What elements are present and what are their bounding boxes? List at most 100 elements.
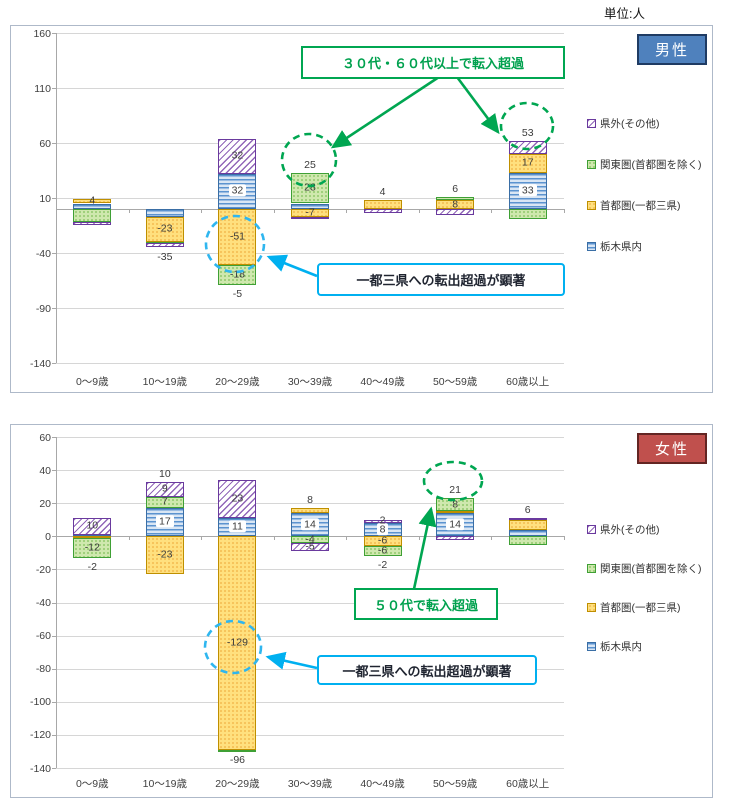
bar-segment-shutoken: 4 (73, 195, 112, 206)
bar-segment-shutoken (363, 200, 402, 209)
x-category-label: 60歳以上 (506, 778, 550, 790)
data-label-text: 14 (301, 517, 319, 530)
bar-segment-shutoken (508, 519, 547, 530)
total-label: -5 (232, 287, 243, 300)
y-tick-label: 20 (39, 497, 51, 510)
bar-segment-kengai (508, 140, 547, 154)
bar-segment-kanto: -4 (291, 533, 329, 544)
data-label-text: 33 (518, 184, 537, 197)
bar-segment-kengai: 2 (363, 515, 402, 526)
bar-segment-tochigi: 11 (218, 518, 257, 537)
bar-segment-shutoken: -23 (145, 536, 184, 575)
gridline--90 (56, 308, 564, 309)
total-label: 21 (449, 484, 461, 497)
data-label: -18 (213, 269, 261, 280)
y-tick-mark (52, 308, 56, 309)
y-tick-label: -120 (29, 729, 51, 742)
x-tick-mark (273, 536, 275, 541)
data-label: 11 (213, 520, 261, 533)
male-blue-callout: 一都三県への転出超過が顕著 (317, 263, 565, 296)
bar-segment-tochigi: 8 (363, 522, 402, 537)
data-label-text: 23 (231, 492, 244, 505)
y-tick-mark (52, 602, 56, 604)
x-tick-mark (273, 209, 275, 213)
data-label-text: -7 (305, 206, 315, 219)
bar-segment-kengai (291, 216, 329, 219)
x-category-label: 20〜29歳 (215, 376, 260, 388)
data-label: 2 (359, 514, 407, 527)
male-green-callout-text: ３０代・６０代以上で転入超過 (341, 56, 524, 71)
y-tick-mark (52, 569, 56, 571)
y-tick-mark (52, 198, 56, 199)
bar-segment-kengai (145, 243, 184, 248)
bar-segment-kengai: 9 (145, 481, 184, 497)
legend-label: 関東圏(首都圏を除く) (600, 563, 702, 575)
chart-female: 60 40 20 0 -20 -40 -60 -80 -100 -120 -140 0〜9歳 10〜19… (10, 424, 713, 798)
data-label-text: -18 (229, 268, 246, 281)
y-tick-mark (52, 734, 56, 736)
bar-segment-kanto: -6 (363, 545, 402, 557)
data-label-text: 9 (161, 482, 168, 495)
x-category-label: 10〜19歳 (142, 376, 188, 388)
data-label-text: 8 (452, 498, 459, 511)
data-label: -4 (286, 532, 334, 545)
bar-segment-tochigi (145, 209, 184, 217)
x-tick-mark (418, 209, 420, 213)
x-tick-mark (346, 536, 348, 541)
data-label: 23 (213, 493, 261, 504)
data-label-text: 28 (304, 181, 316, 194)
data-label-text: 2 (379, 514, 386, 527)
gridline--140 (56, 363, 564, 364)
data-label-text: 32 (228, 184, 247, 197)
data-label-text: 32 (231, 149, 244, 162)
bar-segment-kengai: 10 (73, 518, 112, 535)
y-tick-label: -140 (29, 357, 51, 370)
data-label: 9 (141, 483, 189, 494)
legend-item-shutoken: 首都圏(一都三県) (587, 600, 702, 615)
data-label: 4 (68, 195, 116, 207)
bar-segment-shutoken: -51 (218, 209, 257, 266)
bar-segment-kengai (436, 209, 475, 215)
y-tick-mark (52, 668, 56, 670)
x-tick-mark (491, 536, 493, 541)
data-label: 8 (359, 522, 407, 535)
bar-segment-tochigi (508, 529, 547, 537)
bar-segment-shutoken: -6 (363, 535, 402, 547)
data-label-text: 7 (161, 495, 168, 508)
data-label: 32 (213, 184, 261, 197)
data-label: -129 (213, 637, 261, 648)
bar-segment-kengai (73, 222, 112, 226)
data-label: 17 (504, 157, 552, 169)
x-tick-mark (56, 209, 57, 213)
shutoken-swatch (587, 201, 596, 210)
x-category-label: 0〜9歳 (75, 376, 109, 388)
y-tick-mark (52, 33, 56, 34)
bar-segment-shutoken: -7 (291, 207, 329, 218)
chart-male: 160 110 60 10 -40 -90 -140 0〜9歳 10〜19歳 20〜29歳 30〜3… (10, 25, 713, 393)
y-tick-label: -60 (35, 630, 51, 643)
female-green-callout-text: ５０代で転入超過 (373, 597, 478, 613)
x-category-label: 30〜39歳 (287, 376, 333, 388)
legend-item-kanto: 関東圏(首都圏を除く) (587, 157, 702, 172)
female-title-badge: 女性 (637, 433, 707, 464)
total-label: -2 (87, 560, 97, 573)
data-label: 8 (431, 197, 479, 210)
legend-item-kengai: 県外(その他) (587, 522, 702, 537)
y-tick-label: -140 (29, 762, 51, 775)
y-tick-label: 40 (39, 464, 51, 477)
data-label-text: 8 (452, 197, 459, 210)
data-label: -7 (286, 207, 334, 218)
data-label: -51 (213, 231, 261, 242)
female-blue-callout-text: 一都三県への転出超過が顕著 (342, 663, 512, 679)
data-label: 17 (141, 515, 189, 528)
bar-segment-kengai (436, 536, 475, 540)
data-label-text: -4 (305, 532, 315, 545)
total-label: 53 (521, 126, 534, 139)
data-label: -23 (141, 223, 189, 235)
x-tick-mark (56, 536, 57, 541)
bar-segment-tochigi: 14 (436, 513, 475, 537)
kanto-swatch (587, 160, 596, 169)
kengai-swatch (587, 119, 596, 128)
total-label: -2 (377, 559, 388, 572)
data-label: -12 (68, 542, 116, 553)
